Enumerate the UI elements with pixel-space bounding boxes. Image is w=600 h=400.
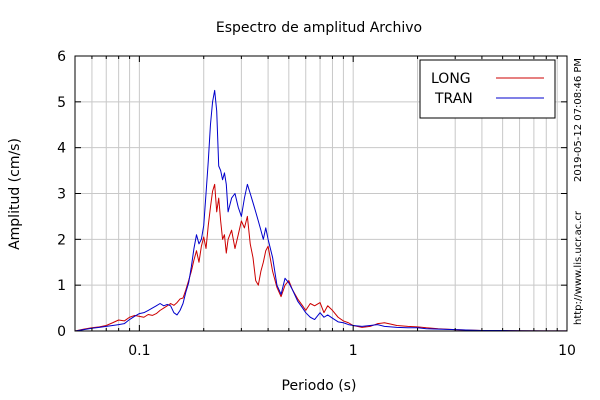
x-tick-label: 1	[349, 343, 358, 359]
y-tick-label: 3	[57, 187, 66, 203]
legend-label-tran: TRAN	[434, 91, 473, 107]
legend-box	[419, 59, 556, 119]
legend-label-long: LONG	[431, 71, 471, 87]
y-tick-label: 2	[57, 232, 66, 248]
x-tick-label: 0.1	[128, 343, 150, 359]
x-tick-label: 10	[558, 343, 576, 359]
tick-labels: 0 1 2 3 4 5 6 0.1 1 10	[57, 49, 576, 359]
series-line-long	[74, 183, 568, 332]
y-axis-label: Amplitud (cm/s)	[7, 138, 23, 250]
y-tick-label: 5	[57, 95, 66, 111]
chart-title: Espectro de amplitud Archivo	[216, 20, 422, 36]
series-layer	[74, 89, 568, 332]
x-axis-label: Periodo (s)	[282, 378, 357, 394]
y-tick-label: 6	[57, 49, 66, 65]
y-tick-label: 4	[57, 141, 66, 157]
y-tick-label: 0	[57, 324, 66, 340]
website-url-text: http://www.lis.ucr.ac.cr	[573, 210, 584, 325]
series-line-tran	[74, 89, 568, 332]
timestamp-text: 2019-05-12 07:08:46 PM	[573, 58, 584, 182]
y-tick-label: 1	[57, 278, 66, 294]
legend: LONG TRAN	[419, 59, 556, 119]
ticks	[74, 55, 568, 332]
